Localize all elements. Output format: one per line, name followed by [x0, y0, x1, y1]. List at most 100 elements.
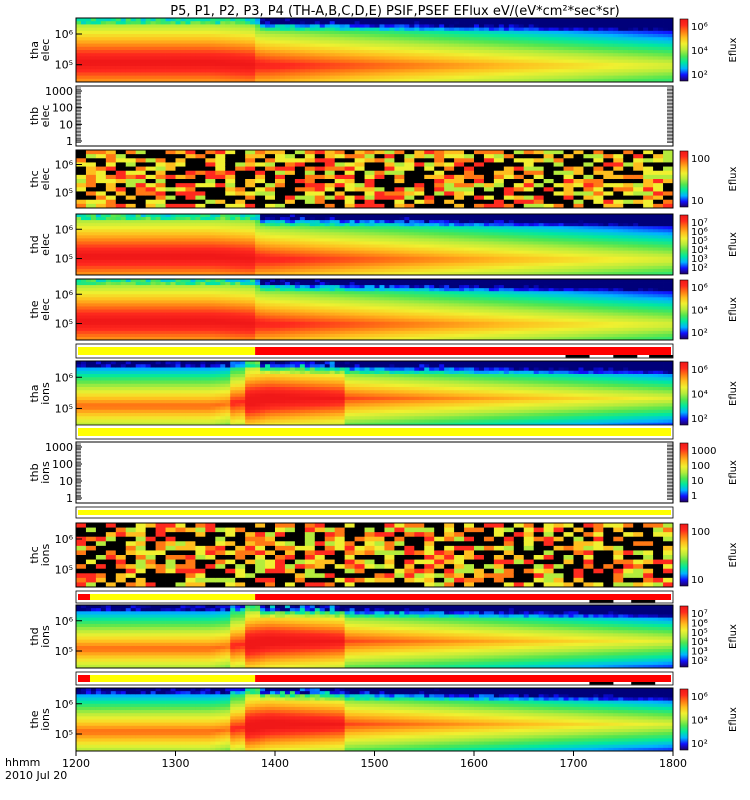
heat-cell	[265, 179, 276, 184]
heat-cell	[663, 40, 669, 44]
heat-cell	[245, 217, 251, 221]
heat-cell	[314, 217, 321, 221]
heat-cell	[185, 179, 196, 184]
heat-cell	[220, 253, 226, 258]
heat-cell	[140, 268, 147, 273]
heat-cell	[593, 30, 599, 35]
heat-cell	[638, 30, 644, 35]
heat-cell	[374, 247, 380, 251]
heat-cell	[319, 223, 326, 227]
heat-cell	[613, 46, 619, 51]
heat-cell	[648, 18, 654, 22]
heat-cell	[409, 271, 415, 276]
heat-cell	[284, 34, 291, 38]
heat-cell	[279, 46, 286, 51]
heat-cell	[140, 259, 147, 264]
heat-cell	[155, 30, 161, 35]
heat-cell	[225, 56, 231, 60]
heat-cell	[270, 18, 276, 22]
heat-cell	[329, 69, 336, 73]
heat-cell	[80, 250, 87, 255]
heat-cell	[424, 179, 435, 184]
heat-cell	[215, 34, 221, 38]
heat-cell	[240, 226, 246, 230]
heat-cell	[464, 50, 470, 54]
heat-cell	[513, 46, 520, 51]
heat-cell	[125, 53, 132, 57]
heat-cell	[165, 217, 171, 221]
heat-cell	[160, 253, 166, 258]
heat-cell	[638, 53, 644, 57]
heat-cell	[369, 250, 375, 255]
heat-cell	[115, 199, 127, 205]
heat-cell	[444, 226, 450, 230]
heat-cell	[414, 183, 425, 188]
heat-cell	[603, 162, 614, 167]
heat-cell	[205, 43, 211, 48]
heat-cell	[334, 72, 341, 76]
heat-cell	[404, 229, 410, 233]
heat-cell	[513, 62, 520, 67]
heat-cell	[140, 43, 147, 48]
heat-cell	[220, 268, 226, 273]
heat-cell	[90, 253, 97, 258]
heat-cell	[304, 62, 311, 67]
heat-cell	[344, 256, 351, 261]
heat-cell	[80, 262, 87, 267]
heat-cell	[210, 253, 216, 258]
heat-cell	[613, 191, 624, 196]
heat-cell	[270, 24, 276, 28]
heat-cell	[125, 50, 132, 54]
heat-cell	[553, 179, 564, 184]
heat-cell	[474, 250, 480, 255]
heat-cell	[618, 27, 624, 32]
heat-cell	[648, 21, 654, 25]
heat-cell	[309, 43, 316, 48]
heat-cell	[483, 170, 495, 176]
heat-cell	[329, 18, 336, 22]
heat-cell	[294, 187, 306, 192]
heat-cell	[523, 43, 530, 48]
heat-cell	[573, 37, 579, 41]
heat-cell	[339, 220, 346, 224]
heat-cell	[668, 78, 674, 83]
heat-cell	[225, 214, 231, 218]
heat-cell	[414, 34, 420, 38]
heat-cell	[309, 268, 316, 273]
heat-cell	[135, 244, 142, 248]
heat-cell	[100, 46, 107, 51]
heat-cell	[454, 203, 465, 209]
heat-cell	[314, 170, 326, 176]
heat-cell	[150, 40, 157, 44]
heat-cell	[474, 24, 480, 28]
heat-cell	[399, 256, 405, 261]
heat-cell	[245, 162, 256, 167]
heat-cell	[478, 229, 485, 233]
heat-cell	[404, 30, 410, 35]
heat-cell	[125, 43, 132, 48]
heat-cell	[289, 18, 296, 22]
heat-cell	[434, 235, 440, 239]
heat-cell	[235, 226, 241, 230]
heat-cell	[165, 50, 171, 54]
heat-cell	[668, 50, 674, 54]
heat-cell	[230, 27, 236, 32]
heat-cell	[394, 223, 400, 227]
heat-cell	[523, 195, 535, 201]
heat-cell	[175, 158, 186, 163]
heat-cell	[439, 69, 445, 73]
heat-cell	[618, 24, 624, 28]
heat-cell	[384, 268, 390, 273]
heat-cell	[464, 220, 470, 224]
heat-cell	[588, 21, 594, 25]
heat-cell	[374, 183, 385, 188]
heat-cell	[633, 162, 644, 167]
heat-cell	[459, 265, 465, 270]
heat-cell	[658, 21, 664, 25]
heat-cell	[165, 271, 171, 276]
heat-cell	[284, 235, 291, 239]
heat-cell	[195, 162, 206, 167]
heat-cell	[538, 69, 545, 73]
heat-cell	[598, 59, 604, 64]
heat-cell	[80, 46, 87, 51]
